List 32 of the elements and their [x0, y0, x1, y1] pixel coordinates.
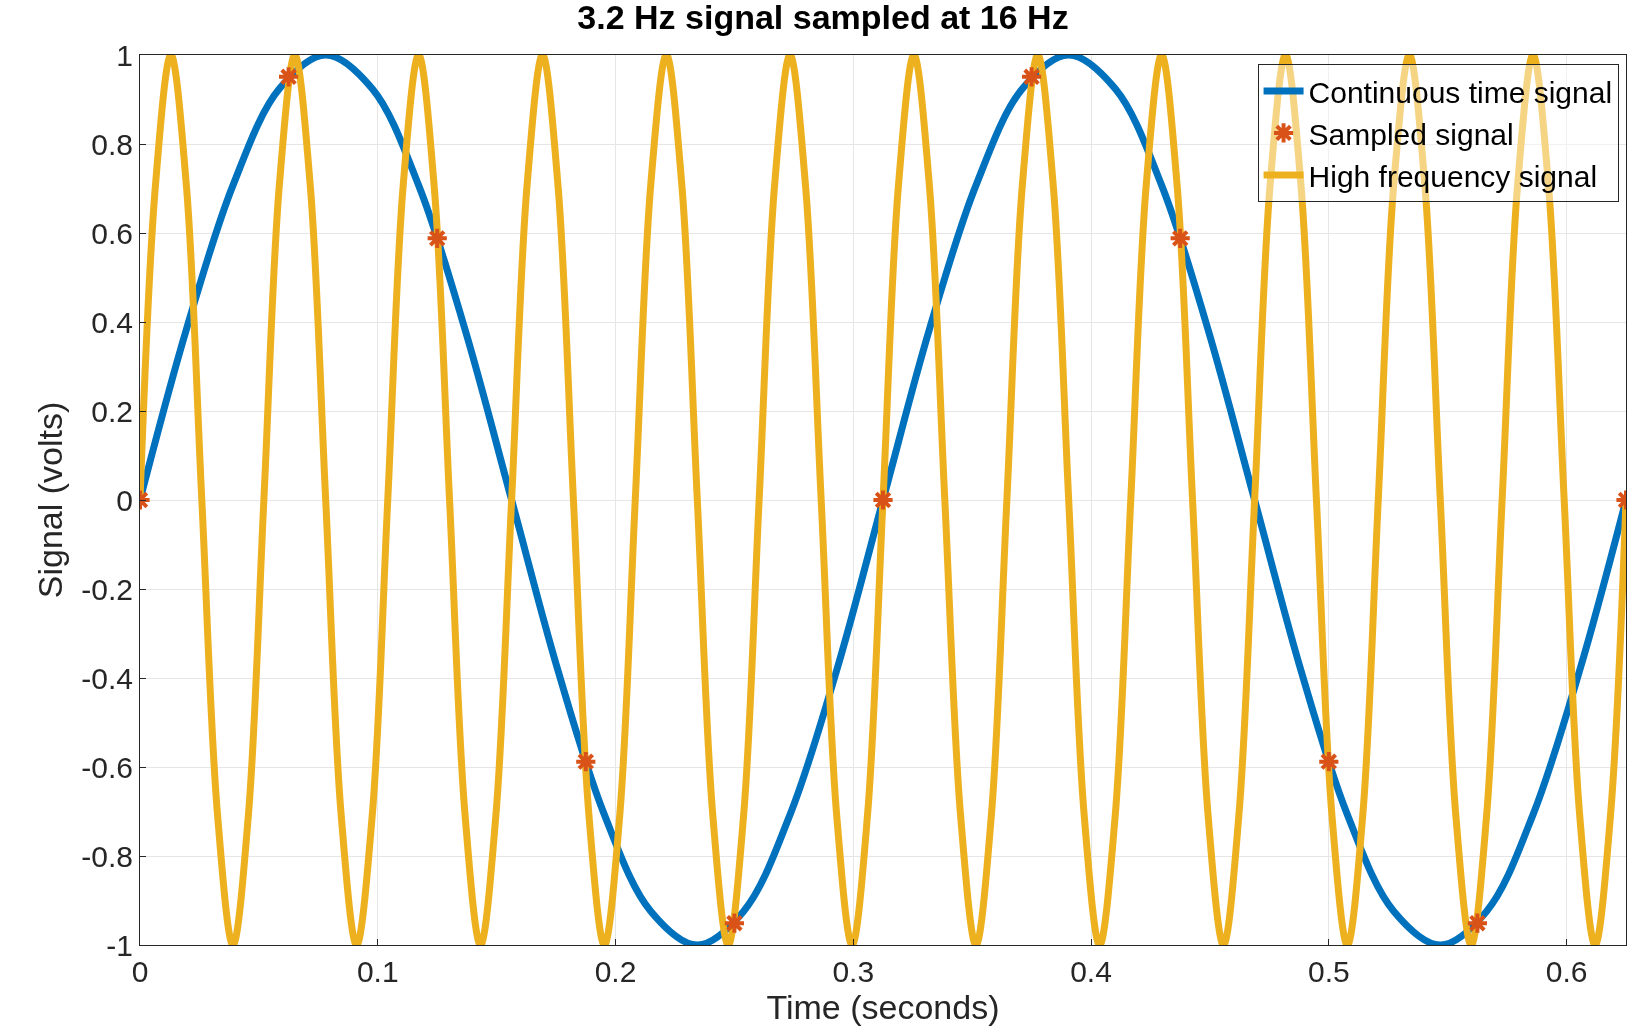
point — [425, 226, 449, 250]
y-tick-label: 0.8 — [91, 127, 133, 161]
legend-label: Continuous time signal — [1308, 75, 1613, 109]
y-tick-label: -0.4 — [81, 661, 133, 695]
point — [871, 488, 895, 512]
y-tick-label: 1 — [116, 38, 133, 72]
point — [574, 750, 598, 774]
y-tick-label: 0.4 — [91, 305, 133, 339]
y-tick-label: 0.6 — [91, 216, 133, 250]
point — [1317, 750, 1341, 774]
legend-label: High frequency signal — [1308, 159, 1598, 193]
x-axis-title: Time (seconds) — [766, 988, 1000, 1026]
legend-label: Sampled signal — [1308, 117, 1514, 151]
y-tick-label: -1 — [106, 928, 133, 962]
y-tick-label: -0.6 — [81, 750, 133, 784]
point — [1020, 65, 1044, 89]
y-tick-label: 0.2 — [91, 394, 133, 428]
x-tick-label: 0.2 — [594, 955, 637, 988]
x-tick-label: 0.5 — [1307, 955, 1350, 988]
x-tick-label: 0.4 — [1070, 955, 1112, 988]
y-axis-title: Signal (volts) — [30, 401, 69, 599]
y-tick-label: -0.2 — [81, 572, 133, 606]
chart-title: 3.2 Hz signal sampled at 16 Hz — [577, 0, 1069, 36]
point — [277, 65, 301, 89]
x-tick-label: 0.6 — [1545, 955, 1588, 988]
point — [722, 911, 746, 935]
y-tick-label: -0.8 — [81, 839, 133, 873]
point — [1465, 911, 1489, 935]
x-tick-label: 0.1 — [356, 955, 399, 988]
x-tick-label: 0.3 — [832, 955, 875, 988]
point — [1168, 226, 1192, 250]
y-tick-label: 0 — [116, 483, 133, 517]
